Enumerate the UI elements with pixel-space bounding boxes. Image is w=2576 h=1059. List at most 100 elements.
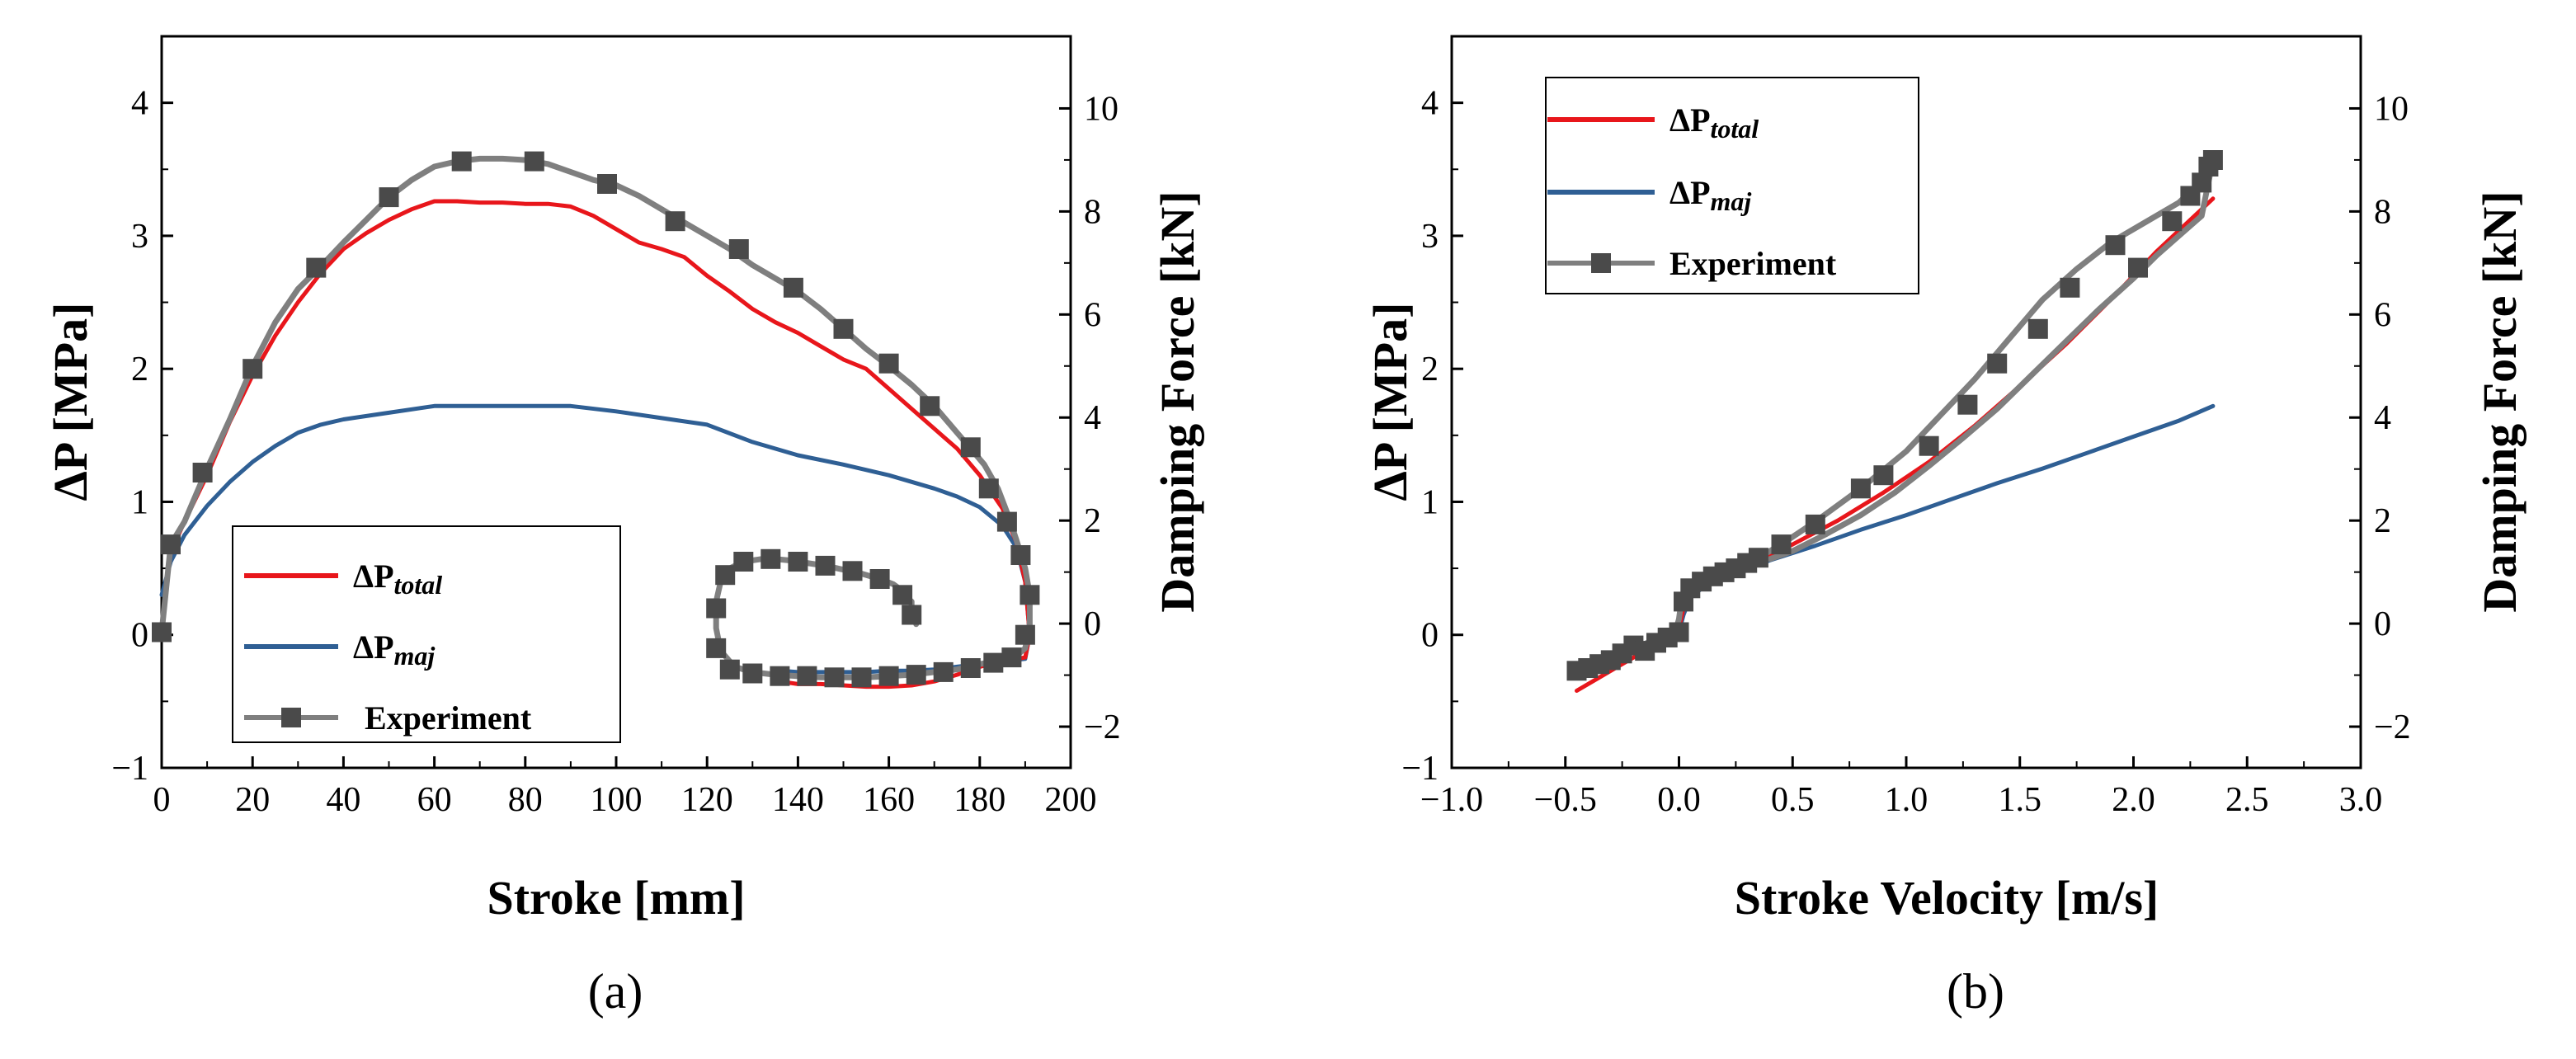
x-tick-label: 0 (153, 781, 171, 819)
exp-marker (1919, 435, 1939, 456)
exp-marker (797, 666, 817, 686)
exp-marker (597, 174, 617, 194)
panel-a: 0 20 40 60 80 100 120 140 160 180 200−101234−20246… (44, 35, 1204, 1019)
y2-tick-label: 6 (2374, 296, 2391, 334)
y2-tick-label: −2 (1084, 708, 1121, 746)
y-axis-title-b: ΔP [MPa] (1363, 303, 1417, 501)
exp-marker (815, 555, 836, 576)
exp-marker (2202, 150, 2223, 170)
exp-marker (983, 652, 1004, 673)
panel-b: −1.0 −0.5 0.0 0.5 1.0 1.5 2.0 2.5 3.0 −1 0 1 2 3 4 −2 0 2… (1363, 35, 2527, 1019)
x-tick-label: 80 (508, 781, 543, 819)
x-tick-label: 200 (1045, 781, 1097, 819)
exp-marker (742, 663, 763, 684)
y2-tick-label: 0 (2374, 605, 2391, 643)
y-axis-title-a: ΔP [MPa] (44, 303, 97, 501)
y-tick-label: −1 (1401, 750, 1439, 788)
y-tick-label: 3 (1421, 218, 1439, 256)
data-b (1566, 150, 2223, 693)
exp-marker (1873, 465, 1894, 486)
x-axis-title-a: Stroke [mm] (487, 871, 745, 925)
series-line-exp (1574, 157, 2216, 674)
y2-tick-label: −2 (2374, 708, 2411, 746)
x-tick-label: 160 (863, 781, 915, 819)
exp-marker (728, 239, 749, 259)
exp-marker (161, 534, 181, 555)
y-tick-label: 1 (1421, 483, 1439, 521)
panel-label-a: (a) (588, 964, 643, 1019)
y-tick-label: 2 (1421, 351, 1439, 388)
exp-marker (2105, 235, 2126, 256)
exp-marker (2128, 257, 2148, 278)
exp-marker (960, 658, 981, 678)
panel-label-b: (b) (1947, 964, 2004, 1019)
exp-marker (1015, 624, 1035, 645)
legend-a-maj-label: ΔPmaj (353, 628, 435, 671)
y-tick-label: 2 (131, 351, 148, 388)
ticks-b: −1.0 −0.5 0.0 0.5 1.0 1.5 2.0 2.5 3.0 −1 0 1 2 3 4 −2 0 2… (1401, 85, 2410, 819)
x-tick-label: 120 (681, 781, 733, 819)
exp-marker (2027, 318, 2048, 339)
y-tick-label: 0 (1421, 617, 1439, 655)
exp-marker (1957, 394, 1978, 415)
y2-tick-label: 8 (2374, 193, 2391, 231)
exp-marker (379, 187, 399, 208)
exp-marker (2060, 277, 2080, 298)
y-tick-label: 0 (131, 617, 148, 655)
exp-marker (851, 667, 872, 688)
exp-marker (761, 548, 781, 569)
x-tick-label: 1.0 (1885, 781, 1928, 819)
exp-marker (192, 463, 213, 482)
exp-marker (1669, 622, 1689, 642)
exp-marker (706, 638, 727, 658)
exp-marker (2162, 211, 2183, 232)
legend-box-a (232, 525, 621, 743)
exp-marker (996, 511, 1017, 532)
exp-marker (733, 552, 754, 572)
x-tick-label: 3.0 (2339, 781, 2383, 819)
data-a (152, 151, 1040, 690)
exp-marker (878, 353, 899, 374)
exp-marker (978, 478, 999, 499)
y2-axis-title-a: Damping Force [kN] (1151, 191, 1204, 612)
exp-marker (524, 151, 544, 172)
exp-marker (715, 565, 736, 586)
exp-marker (788, 552, 808, 572)
legend-a-exp-label: Experiment (365, 699, 532, 737)
y-tick-label: 1 (131, 483, 148, 521)
x-tick-label: −1.0 (1420, 781, 1483, 819)
exp-marker (1020, 585, 1040, 605)
legend-a-total-label: ΔPtotal (353, 558, 442, 600)
exp-marker (719, 659, 740, 680)
legend-b-exp-marker (1591, 253, 1611, 273)
exp-marker (243, 359, 263, 379)
x-tick-label: 2.0 (2112, 781, 2155, 819)
x-tick-label: 2.5 (2225, 781, 2269, 819)
exp-marker (1850, 478, 1871, 499)
x-tick-label: 0.5 (1771, 781, 1815, 819)
x-tick-label: 180 (954, 781, 1005, 819)
y2-axis-title-b: Damping Force [kN] (2473, 191, 2527, 612)
x-tick-label: −0.5 (1534, 781, 1597, 819)
legend-b-exp-label: Experiment (1669, 245, 1837, 282)
y2-tick-label: 2 (1084, 502, 1101, 540)
exp-marker (152, 622, 172, 642)
exp-marker (665, 211, 685, 232)
exp-marker (878, 666, 899, 686)
exp-marker (842, 561, 863, 581)
x-tick-label: 100 (591, 781, 643, 819)
y2-tick-label: 0 (1084, 605, 1101, 643)
exp-marker (920, 396, 940, 417)
exp-marker (960, 437, 981, 458)
exp-marker (1771, 534, 1792, 555)
exp-marker (933, 661, 954, 682)
y2-tick-label: 2 (2374, 502, 2391, 540)
x-tick-label: 0.0 (1657, 781, 1701, 819)
exp-marker (1748, 548, 1768, 568)
y-tick-label: −1 (111, 750, 148, 788)
y2-tick-label: 4 (1084, 399, 1101, 437)
legend-a: ΔPtotal ΔPmaj Experiment (232, 525, 621, 743)
exp-marker (906, 665, 926, 685)
